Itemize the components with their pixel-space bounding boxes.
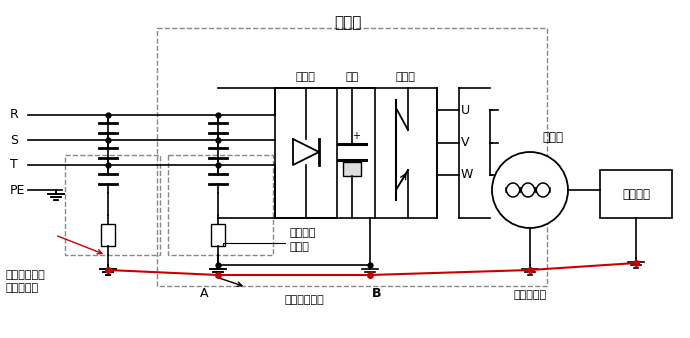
Text: 浪涌滤波器: 浪涌滤波器 <box>5 283 38 293</box>
Text: S: S <box>10 134 18 146</box>
Bar <box>375 88 437 218</box>
Text: R: R <box>10 108 19 121</box>
Text: V: V <box>461 137 469 149</box>
Bar <box>211 224 225 246</box>
Text: 增加的感应电: 增加的感应电 <box>5 270 45 280</box>
Text: 变频器接地端: 变频器接地端 <box>284 295 324 305</box>
Bar <box>157 28 547 286</box>
Text: 电容: 电容 <box>346 72 359 82</box>
Bar <box>101 224 115 246</box>
Text: 变频器: 变频器 <box>335 15 362 30</box>
Text: 机械设备: 机械设备 <box>622 188 650 200</box>
Bar <box>275 88 337 218</box>
Text: 整流桥: 整流桥 <box>295 72 315 82</box>
Text: 电动机: 电动机 <box>542 131 563 144</box>
Text: U: U <box>461 103 470 117</box>
Bar <box>168 155 273 255</box>
Text: 感应浪涌
滤波器: 感应浪涌 滤波器 <box>290 228 317 252</box>
Bar <box>600 170 672 218</box>
Text: +: + <box>352 131 360 141</box>
Text: W: W <box>461 169 473 182</box>
Text: 逆变桥: 逆变桥 <box>395 72 415 82</box>
Circle shape <box>492 152 568 228</box>
Text: T: T <box>10 159 18 171</box>
Bar <box>343 162 361 176</box>
Text: A: A <box>199 287 208 300</box>
Text: 电机接地端: 电机接地端 <box>513 290 546 300</box>
Bar <box>65 155 160 255</box>
Text: B: B <box>372 287 382 300</box>
Text: PE: PE <box>10 184 26 196</box>
